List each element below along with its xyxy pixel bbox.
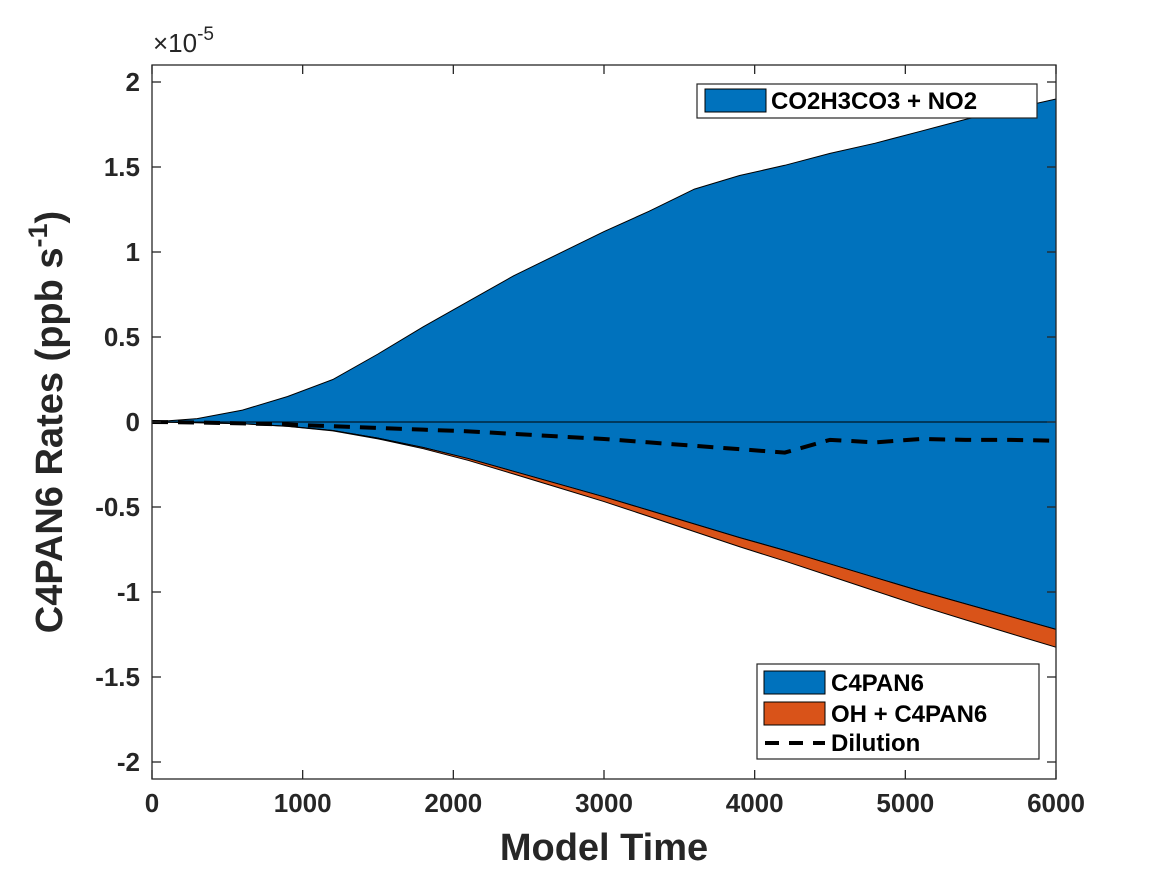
y-tick-label: 2 [126,67,140,97]
legend-swatch-c4pan6 [763,670,826,695]
y-tick-label: -1 [117,577,140,607]
x-tick-label: 3000 [575,788,633,818]
x-tick-label: 6000 [1027,788,1085,818]
y-tick-label: 1 [126,237,140,267]
ticks-layer: 0 1000 2000 3000 4000 5000 6000 2 1.5 1 0.5 0 -0.5 -1… [95,65,1085,818]
x-tick-label: 5000 [876,788,934,818]
x-tick-label: 1000 [274,788,332,818]
legend-label-dilution: Dilution [831,730,920,757]
legend-swatch-oh-c4pan6 [763,701,826,726]
legend-top: CO2H3CO3 + NO2 [696,83,1038,119]
y-multiplier: ×10-5 [153,24,214,58]
y-tick-label: 1.5 [104,152,140,182]
y-tick-label: 0.5 [104,322,140,352]
legend-bottom: C4PAN6 OH + C4PAN6 Dilution [756,663,1040,760]
y-axis-title: C4PAN6 Rates (ppb s-1) [23,211,71,633]
y-tick-label: -0.5 [95,492,140,522]
line-dilution [151,420,1057,455]
x-tick-label: 2000 [424,788,482,818]
x-tick-label: 4000 [726,788,784,818]
legend-label-c4pan6: C4PAN6 [831,670,924,697]
x-axis-title: Model Time [500,827,708,869]
y-tick-label: -1.5 [95,662,140,692]
y-tick-label: -2 [117,747,140,777]
series-layer [151,98,1057,648]
x-tick-label: 0 [145,788,159,818]
legend-swatch-co2h3co3-no2 [704,88,767,113]
legend-label-oh-c4pan6: OH + C4PAN6 [831,701,987,728]
legend-label-co2h3co3-no2: CO2H3CO3 + NO2 [771,88,977,115]
y-tick-label: 0 [126,407,140,437]
